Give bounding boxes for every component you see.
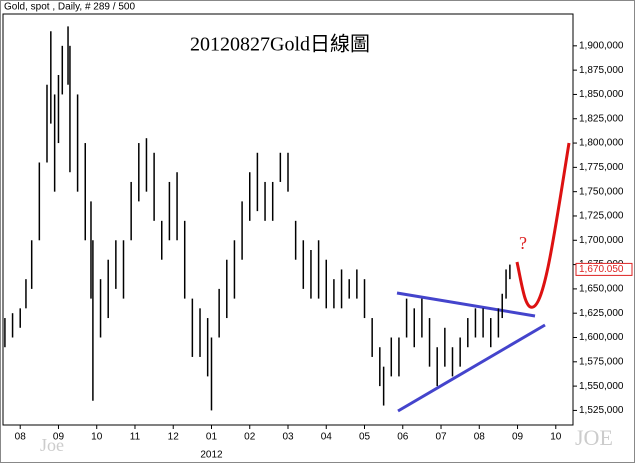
x-tick-label: 06 <box>397 432 409 443</box>
y-tick-label: 1,625,000 <box>579 308 624 319</box>
year-label: 2012 <box>200 450 223 461</box>
last-price-box <box>575 262 633 276</box>
last-price-label: 1,670.050 <box>579 264 624 275</box>
y-tick-label: 1,600,000 <box>579 332 624 343</box>
chart-title: 20120827Gold日線圖 <box>190 33 370 56</box>
trend-line <box>396 291 536 318</box>
watermark: JOE <box>575 425 613 450</box>
y-tick-label: 1,875,000 <box>579 65 624 76</box>
y-tick-label: 1,650,000 <box>579 284 624 295</box>
x-tick-label: 12 <box>168 432 180 443</box>
x-tick-label: 03 <box>282 432 294 443</box>
x-tick-label: 11 <box>130 432 141 443</box>
y-tick-label: 1,850,000 <box>579 89 624 100</box>
y-tick-label: 1,775,000 <box>579 162 624 173</box>
forecast-curve <box>515 142 571 309</box>
y-tick-label: 1,525,000 <box>579 405 624 416</box>
y-tick-label: 1,750,000 <box>579 186 624 197</box>
y-tick-label: 1,550,000 <box>579 381 624 392</box>
y-tick-label: 1,725,000 <box>579 211 624 222</box>
y-tick-label: 1,825,000 <box>579 113 624 124</box>
trend-line <box>397 323 546 413</box>
x-tick-label: 01 <box>206 432 218 443</box>
y-tick-label: 1,900,000 <box>579 40 624 51</box>
x-tick-label: 08 <box>474 432 486 443</box>
header: Gold, spot , Daily, # 289 / 500 <box>4 2 135 13</box>
x-tick-label: 08 <box>15 432 27 443</box>
x-tick-label: 09 <box>53 432 65 443</box>
annotation: ? <box>519 233 527 253</box>
x-tick-label: 05 <box>359 432 371 443</box>
x-tick-label: 09 <box>512 432 524 443</box>
x-tick-label: 07 <box>435 432 447 443</box>
x-tick-label: 02 <box>244 432 256 443</box>
y-tick-label: 1,575,000 <box>579 356 624 367</box>
watermark: Joe <box>40 435 64 455</box>
x-tick-label: 10 <box>91 432 103 443</box>
x-tick-label: 10 <box>550 432 562 443</box>
y-tick-label: 1,800,000 <box>579 138 624 149</box>
x-tick-label: 04 <box>321 432 333 443</box>
y-tick-label: 1,700,000 <box>579 235 624 246</box>
